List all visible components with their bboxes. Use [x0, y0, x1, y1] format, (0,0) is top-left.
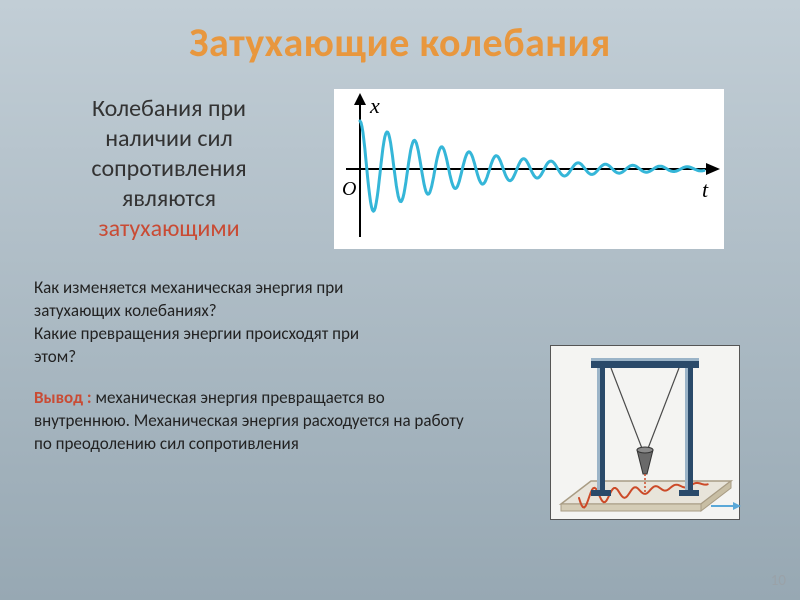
conclusion-block: Вывод : механическая энергия превращаетс…	[34, 387, 464, 456]
intro-line: Колебания при	[34, 94, 304, 124]
page-number: 10	[771, 572, 786, 590]
intro-text: Колебания при наличии сил сопротивления …	[34, 94, 304, 244]
questions-block: Как изменяется механическая энергия при …	[0, 277, 430, 369]
conclusion-text: механическая энергия превращается во вну…	[34, 387, 464, 454]
intro-line: являются	[34, 184, 304, 214]
pendulum-device-figure	[550, 345, 740, 520]
question-1: Как изменяется механическая энергия при …	[34, 277, 396, 323]
row-intro-graph: Колебания при наличии сил сопротивления …	[0, 89, 800, 249]
svg-text:O: O	[342, 178, 356, 200]
intro-line: наличии сил	[34, 124, 304, 154]
conclusion-lead: Вывод :	[34, 387, 92, 408]
question-2: Какие превращения энергии происходят при…	[34, 323, 396, 369]
slide-title: Затухающие колебания	[0, 0, 800, 67]
intro-highlight: затухающими	[34, 214, 304, 244]
svg-text:x: x	[369, 93, 380, 118]
damped-oscillation-graph: x t O	[334, 89, 724, 249]
svg-text:t: t	[702, 177, 709, 202]
intro-line: сопротивления	[34, 154, 304, 184]
